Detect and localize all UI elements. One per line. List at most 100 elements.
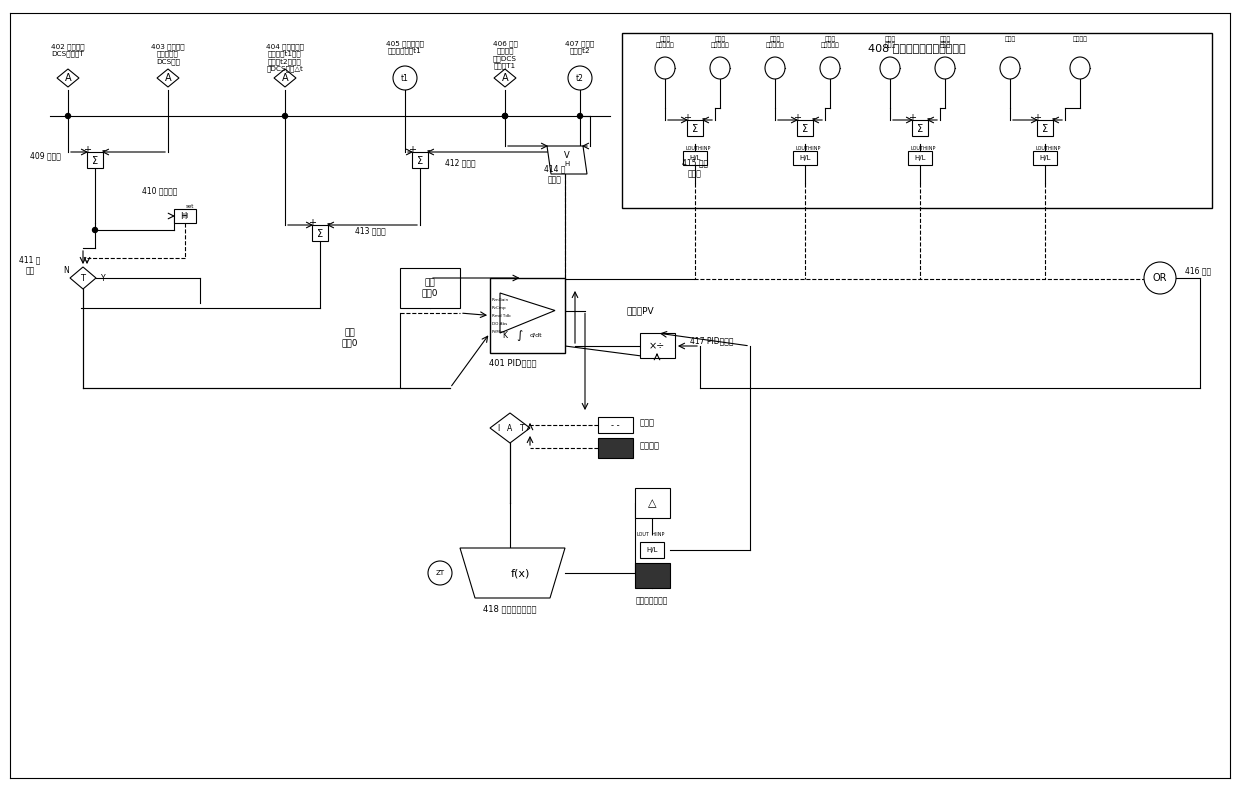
Ellipse shape xyxy=(880,57,900,79)
Text: 412 加法器: 412 加法器 xyxy=(445,158,475,167)
Text: T: T xyxy=(520,423,525,433)
Text: 415 高低
限报警: 415 高低 限报警 xyxy=(682,158,708,178)
Polygon shape xyxy=(157,69,179,87)
Circle shape xyxy=(283,113,288,118)
Text: $\int$: $\int$ xyxy=(516,328,523,343)
Polygon shape xyxy=(460,548,565,598)
Text: 高中压
外缸下: 高中压 外缸下 xyxy=(940,36,951,48)
Ellipse shape xyxy=(765,57,785,79)
Text: A: A xyxy=(165,73,171,83)
Text: LOUT: LOUT xyxy=(636,531,650,537)
Text: +: + xyxy=(908,113,916,123)
Text: LOUT: LOUT xyxy=(686,146,698,151)
Text: PvCmp: PvCmp xyxy=(492,306,507,310)
Text: 409 加法器: 409 加法器 xyxy=(30,151,61,160)
Text: H/L: H/L xyxy=(646,547,657,553)
Text: LOUT: LOUT xyxy=(910,146,924,151)
Text: 高中压
外缸上: 高中压 外缸上 xyxy=(884,36,895,48)
Text: K: K xyxy=(502,330,507,340)
Circle shape xyxy=(93,228,98,232)
Text: 切手动: 切手动 xyxy=(640,418,655,427)
Text: H/L: H/L xyxy=(914,155,926,161)
Text: $\Sigma$: $\Sigma$ xyxy=(691,122,699,134)
Text: 给定
值为0: 给定 值为0 xyxy=(422,278,438,298)
Text: △: △ xyxy=(647,498,656,508)
Bar xyxy=(911,120,928,136)
Text: 高中压
外缸下法兰: 高中压 外缸下法兰 xyxy=(821,36,839,48)
Text: +: + xyxy=(308,218,316,228)
Text: HIINP: HIINP xyxy=(697,146,711,151)
Text: A: A xyxy=(281,73,289,83)
Text: +: + xyxy=(794,113,801,123)
Text: t2: t2 xyxy=(577,73,584,83)
Text: f(x): f(x) xyxy=(511,568,529,578)
Text: H: H xyxy=(564,161,569,167)
Bar xyxy=(640,542,663,558)
Text: +: + xyxy=(1033,113,1042,123)
Bar xyxy=(174,209,196,223)
Text: HIINP: HIINP xyxy=(1048,146,1060,151)
Text: 402 目标温度
DCS设定值T: 402 目标温度 DCS设定值T xyxy=(51,43,84,58)
Bar xyxy=(490,278,565,353)
Circle shape xyxy=(66,113,71,118)
Text: LOUT: LOUT xyxy=(796,146,808,151)
Text: PvnGain: PvnGain xyxy=(492,298,510,302)
Text: Y: Y xyxy=(100,274,105,283)
Text: A: A xyxy=(502,73,508,83)
Ellipse shape xyxy=(999,57,1021,79)
Text: HIINP: HIINP xyxy=(651,531,665,537)
Text: -: - xyxy=(427,145,430,155)
Text: $\Sigma$: $\Sigma$ xyxy=(801,122,808,134)
Text: OR: OR xyxy=(1153,273,1167,283)
Ellipse shape xyxy=(711,57,730,79)
Text: 405 实测加热后
压缩空气温度t1: 405 实测加热后 压缩空气温度t1 xyxy=(386,40,424,54)
Text: +: + xyxy=(408,145,415,155)
Text: -: - xyxy=(326,218,330,228)
Text: H/L: H/L xyxy=(689,155,701,161)
Text: 406 汽缸
温度温升
速率DCS
设定值T1: 406 汽缸 温度温升 速率DCS 设定值T1 xyxy=(492,40,517,69)
Circle shape xyxy=(1145,262,1176,294)
Polygon shape xyxy=(274,69,296,87)
Text: I: I xyxy=(497,423,500,433)
Bar xyxy=(1037,120,1053,136)
Text: H: H xyxy=(182,213,187,219)
Bar xyxy=(87,152,103,168)
Text: ZT: ZT xyxy=(435,570,445,576)
Text: A: A xyxy=(507,423,512,433)
Text: Rmd Tdb: Rmd Tdb xyxy=(492,314,511,318)
Bar xyxy=(622,33,1211,208)
Ellipse shape xyxy=(655,57,675,79)
Bar xyxy=(908,151,932,165)
Text: H: H xyxy=(180,211,186,221)
Bar xyxy=(412,152,428,168)
Circle shape xyxy=(568,66,591,90)
Circle shape xyxy=(502,113,507,118)
Text: 403 接近目标
温度的差值
DCS设定: 403 接近目标 温度的差值 DCS设定 xyxy=(151,43,185,65)
Bar xyxy=(312,225,329,241)
Text: 408 各壁温差及各种限止条件: 408 各壁温差及各种限止条件 xyxy=(868,43,966,53)
Text: 416 或门: 416 或门 xyxy=(1185,266,1211,275)
Bar xyxy=(635,488,670,518)
Polygon shape xyxy=(547,146,587,174)
Text: 主蒸汽: 主蒸汽 xyxy=(1004,36,1016,42)
Text: 413 加法器: 413 加法器 xyxy=(355,226,386,235)
Text: 410 高值报警: 410 高值报警 xyxy=(143,186,177,195)
Bar xyxy=(683,151,707,165)
Circle shape xyxy=(578,113,583,118)
Polygon shape xyxy=(57,69,79,87)
Polygon shape xyxy=(69,267,95,289)
Text: H/L: H/L xyxy=(800,155,811,161)
Text: H/L: H/L xyxy=(1039,155,1050,161)
Bar xyxy=(635,563,670,588)
Text: 407 实测汽
缸温度t2: 407 实测汽 缸温度t2 xyxy=(565,40,595,54)
Text: N: N xyxy=(63,266,68,275)
Text: HIINP: HIINP xyxy=(807,146,821,151)
Text: -: - xyxy=(926,113,930,123)
Bar xyxy=(598,438,632,458)
Ellipse shape xyxy=(820,57,839,79)
Text: V: V xyxy=(564,151,570,159)
Circle shape xyxy=(502,113,507,118)
Bar xyxy=(401,268,460,308)
Text: 高中压
外缸右法兰: 高中压 外缸右法兰 xyxy=(711,36,729,48)
Text: DO Abs: DO Abs xyxy=(492,322,507,326)
